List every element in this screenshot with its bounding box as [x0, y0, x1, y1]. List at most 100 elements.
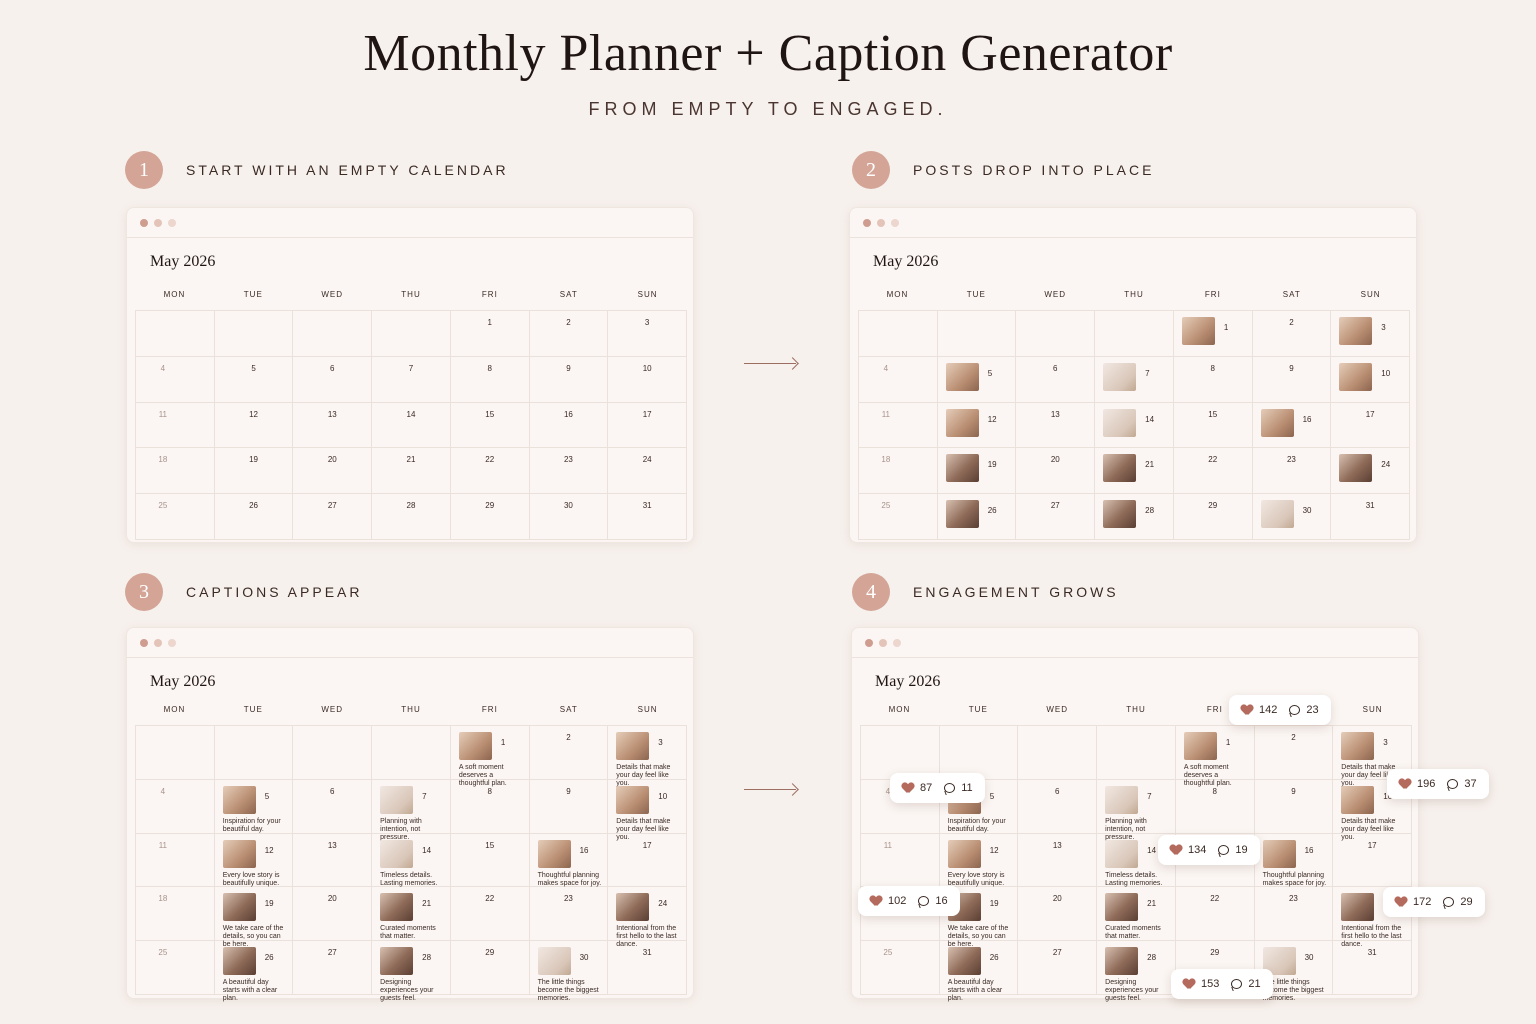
post-thumbnail[interactable] [1341, 893, 1375, 922]
day-cell[interactable]: 19 [937, 448, 1017, 495]
post-thumbnail[interactable] [222, 947, 256, 976]
post-thumbnail[interactable] [1181, 317, 1215, 345]
day-cell[interactable]: A beautiful day starts with a clear plan… [939, 941, 1019, 1002]
day-cell[interactable]: 6 [293, 779, 373, 834]
day-cell[interactable]: 11 [136, 402, 215, 449]
day-cell[interactable]: Every love story is beautifully unique. 1… [939, 833, 1019, 888]
post-thumbnail[interactable] [537, 947, 571, 976]
post-thumbnail[interactable] [1103, 408, 1137, 437]
post-thumbnail[interactable] [616, 785, 650, 814]
day-cell[interactable]: 17 [608, 833, 687, 888]
day-cell[interactable]: 11 [859, 402, 938, 449]
day-cell[interactable]: A soft moment deserves a thoughtful plan… [450, 726, 530, 787]
day-cell[interactable]: Designing experiences your guests feel. 2… [1097, 941, 1176, 1002]
day-cell[interactable]: 2 [529, 311, 609, 357]
post-thumbnail[interactable] [1183, 732, 1217, 760]
day-cell[interactable]: 24 [608, 448, 687, 495]
day-cell[interactable]: 31 [1333, 941, 1412, 995]
post-thumbnail[interactable] [380, 947, 414, 976]
day-cell[interactable]: 4 [136, 356, 215, 403]
day-cell[interactable]: 11 [136, 833, 215, 888]
day-cell[interactable]: 18 [859, 448, 938, 495]
day-cell[interactable]: Intentional from the first hello to the … [608, 887, 687, 948]
day-cell[interactable]: 19 [214, 448, 294, 495]
day-cell[interactable]: 6 [293, 356, 373, 403]
day-cell[interactable]: 2 [529, 726, 609, 780]
day-cell[interactable]: 17 [1331, 402, 1410, 449]
day-cell[interactable]: 29 [1173, 494, 1253, 540]
day-cell[interactable]: 8 [1175, 779, 1255, 834]
day-cell[interactable] [293, 726, 373, 780]
day-cell[interactable]: Details that make your day feel like you… [608, 779, 687, 841]
day-cell[interactable]: 26 [937, 494, 1017, 540]
day-cell[interactable]: 23 [529, 448, 609, 495]
day-cell[interactable]: 17 [1333, 833, 1412, 888]
day-cell[interactable]: 12 [937, 402, 1017, 449]
day-cell[interactable]: 9 [1254, 779, 1334, 834]
post-thumbnail[interactable] [945, 362, 979, 391]
day-cell[interactable]: 27 [293, 941, 373, 995]
day-cell[interactable] [372, 311, 451, 357]
day-cell[interactable]: 29 [450, 494, 530, 540]
day-cell[interactable]: The little things become the biggest mem… [529, 941, 609, 1002]
day-cell[interactable]: 18 [136, 887, 215, 942]
day-cell[interactable]: 3 [608, 311, 687, 357]
day-cell[interactable]: 22 [450, 887, 530, 942]
day-cell[interactable]: 12 [214, 402, 294, 449]
day-cell[interactable]: Thoughtful planning makes space for joy.… [529, 833, 609, 888]
day-cell[interactable]: Details that make your day feel like you… [608, 726, 687, 787]
post-thumbnail[interactable] [945, 454, 979, 483]
day-cell[interactable]: 20 [1016, 448, 1096, 495]
post-thumbnail[interactable] [1339, 362, 1373, 391]
day-cell[interactable]: 22 [1173, 448, 1253, 495]
day-cell[interactable]: 1 [450, 311, 530, 357]
day-cell[interactable] [214, 726, 294, 780]
day-cell[interactable]: 15 [1173, 402, 1253, 449]
post-thumbnail[interactable] [222, 785, 256, 814]
day-cell[interactable]: 29 [450, 941, 530, 995]
day-cell[interactable]: Thoughtful planning makes space for joy.… [1254, 833, 1334, 888]
post-thumbnail[interactable] [1262, 839, 1296, 868]
day-cell[interactable]: 24 [1331, 448, 1410, 495]
post-thumbnail[interactable] [947, 839, 981, 868]
day-cell[interactable]: 14 [372, 402, 451, 449]
day-cell[interactable]: 7 [372, 356, 451, 403]
day-cell[interactable]: 25 [861, 941, 940, 995]
post-thumbnail[interactable] [537, 839, 571, 868]
day-cell[interactable] [293, 311, 373, 357]
day-cell[interactable]: Timeless details. Lasting memories. 14 [372, 833, 451, 888]
day-cell[interactable]: Details that make your day feel like you… [1333, 726, 1412, 787]
day-cell[interactable]: 31 [608, 941, 687, 995]
day-cell[interactable]: Details that make your day feel like you… [1333, 779, 1412, 841]
day-cell[interactable]: Planning with intention, not pressure. 7 [372, 779, 451, 841]
post-thumbnail[interactable] [222, 893, 256, 922]
day-cell[interactable]: 22 [450, 448, 530, 495]
post-thumbnail[interactable] [380, 785, 414, 814]
post-thumbnail[interactable] [222, 839, 256, 868]
day-cell[interactable]: 31 [608, 494, 687, 540]
day-cell[interactable]: We take care of the details, so you can … [214, 887, 294, 948]
day-cell[interactable]: Planning with intention, not pressure. 7 [1097, 779, 1176, 841]
day-cell[interactable]: 9 [529, 779, 609, 834]
day-cell[interactable]: 15 [450, 402, 530, 449]
day-cell[interactable]: A soft moment deserves a thoughtful plan… [1175, 726, 1255, 787]
day-cell[interactable]: 22 [1175, 887, 1255, 942]
day-cell[interactable]: 18 [136, 448, 215, 495]
post-thumbnail[interactable] [1339, 317, 1373, 345]
day-cell[interactable]: 2 [1254, 726, 1334, 780]
day-cell[interactable] [136, 311, 215, 357]
day-cell[interactable]: 4 [859, 356, 938, 403]
post-thumbnail[interactable] [1260, 500, 1294, 529]
day-cell[interactable] [372, 726, 451, 780]
day-cell[interactable] [861, 726, 940, 780]
day-cell[interactable]: 25 [136, 941, 215, 995]
day-cell[interactable]: Curated moments that matter. 21 [1097, 887, 1176, 942]
day-cell[interactable]: 26 [214, 494, 294, 540]
post-thumbnail[interactable] [1105, 839, 1139, 868]
day-cell[interactable]: 10 [1331, 356, 1410, 403]
post-thumbnail[interactable] [1103, 454, 1137, 483]
day-cell[interactable]: 8 [1173, 356, 1253, 403]
day-cell[interactable] [859, 311, 938, 357]
day-cell[interactable]: 27 [1018, 941, 1098, 995]
day-cell[interactable]: 2 [1252, 311, 1332, 357]
